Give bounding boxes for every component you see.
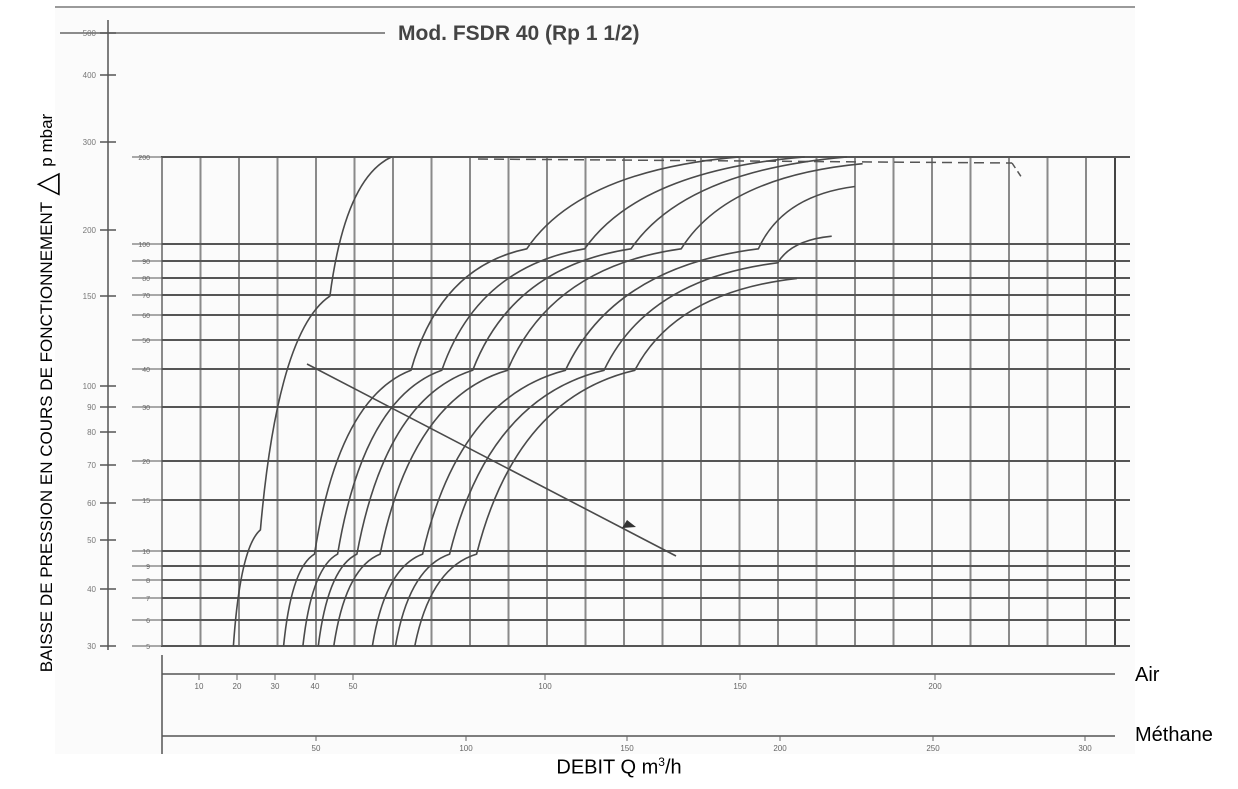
pressure-curve-7	[394, 235, 832, 647]
air-axis-tick-label: 10	[195, 682, 204, 691]
methane-axis-tick-label: 50	[312, 744, 321, 753]
outer-y-tick-label: 200	[83, 226, 97, 235]
inner-y-tick-label: 200	[138, 155, 150, 162]
y-axis-unit: p mbar	[37, 113, 56, 167]
methane-axis-tick-label: 300	[1078, 744, 1092, 753]
x-row-label-methane: Méthane	[1135, 724, 1213, 746]
outer-y-tick-label: 90	[87, 403, 96, 412]
x-axis-label-text: DEBIT Q m	[556, 756, 659, 779]
inner-y-tick-label: 30	[142, 405, 150, 412]
inner-y-tick-label: 6	[146, 618, 150, 625]
pressure-curve-6	[371, 185, 856, 647]
outer-y-axis: 500 400 300 200 150 100 90 80 70 60 50 40 30	[60, 20, 385, 651]
x-axis-label-unit: /h	[664, 756, 682, 779]
outer-y-tick-label: 100	[83, 382, 97, 391]
inner-y-tick-label: 7	[146, 596, 150, 603]
inner-y-tick-label: 40	[142, 367, 150, 374]
inner-y-tick-label: 60	[142, 313, 150, 320]
inner-y-tick-label: 5	[146, 644, 150, 651]
y-axis-label-text: BAISSE DE PRESSION EN COURS DE FONCTIONN…	[37, 201, 56, 673]
limit-dashed-top	[477, 158, 1013, 164]
pressure-setting-arrow-line	[306, 363, 677, 557]
pressure-curve-4	[317, 156, 848, 647]
x-axis-rows: 10 20 30 40 50 100 150 200 50 100 150 200 250 300	[161, 655, 1115, 754]
air-axis-tick-label: 100	[538, 682, 552, 691]
pressure-curve-8	[414, 277, 798, 647]
inner-y-tick-label: 8	[146, 578, 150, 585]
inner-y-tick-label: 50	[142, 338, 150, 345]
air-axis-tick-label: 150	[733, 682, 747, 691]
air-axis-tick-label: 50	[349, 682, 358, 691]
x-axis-label-sup: 3	[658, 755, 665, 769]
pressure-curve-5	[333, 162, 863, 647]
outer-y-tick-label: 150	[83, 292, 97, 301]
pressure-curve-1	[232, 156, 393, 647]
inner-y-tick-label: 10	[142, 549, 150, 556]
chart-title: Mod. FSDR 40 (Rp 1 1/2)	[398, 22, 640, 45]
outer-y-tick-label: 80	[87, 428, 96, 437]
x-axis-label: DEBIT Q m3/h	[0, 755, 1238, 780]
inner-y-tick-label: 20	[142, 459, 150, 466]
chart-grid: 200 100 90 80 70 60 50 40 30 20 15 10 9 8 7 6 5	[132, 155, 1130, 651]
inner-y-tick-label: 15	[142, 498, 150, 505]
pressure-setting-arrowhead	[622, 520, 636, 528]
methane-axis-tick-label: 100	[459, 744, 473, 753]
outer-y-tick-label: 60	[87, 499, 96, 508]
inner-y-tick-label: 9	[146, 564, 150, 571]
methane-axis-tick-label: 250	[926, 744, 940, 753]
inner-y-tick-label: 70	[142, 293, 150, 300]
outer-y-tick-label: 400	[83, 71, 97, 80]
chart-curves	[232, 156, 863, 647]
delta-symbol: △	[30, 172, 63, 196]
methane-axis-tick-label: 200	[773, 744, 787, 753]
inner-y-tick-label: 90	[142, 259, 150, 266]
scan-paper	[55, 6, 1135, 754]
outer-y-tick-label: 40	[87, 585, 96, 594]
inner-y-tick-label: 80	[142, 276, 150, 283]
methane-axis-tick-label: 150	[620, 744, 634, 753]
limit-dashed-corner	[1011, 162, 1023, 179]
outer-y-tick-label: 70	[87, 461, 96, 470]
outer-y-tick-label: 300	[83, 138, 97, 147]
outer-y-tick-label: 50	[87, 536, 96, 545]
pressure-curve-3	[302, 156, 805, 647]
air-axis-tick-label: 40	[311, 682, 320, 691]
air-axis-tick-label: 200	[928, 682, 942, 691]
x-row-label-air: Air	[1135, 664, 1160, 686]
air-axis-tick-label: 30	[271, 682, 280, 691]
outer-y-tick-label: 30	[87, 642, 96, 651]
pressure-curve-2	[282, 156, 740, 647]
y-axis-label: BAISSE DE PRESSION EN COURS DE FONCTIONN…	[30, 13, 63, 773]
outer-y-tick-label: 500	[83, 29, 97, 38]
inner-y-tick-label: 100	[138, 242, 150, 249]
air-axis-tick-label: 20	[233, 682, 242, 691]
